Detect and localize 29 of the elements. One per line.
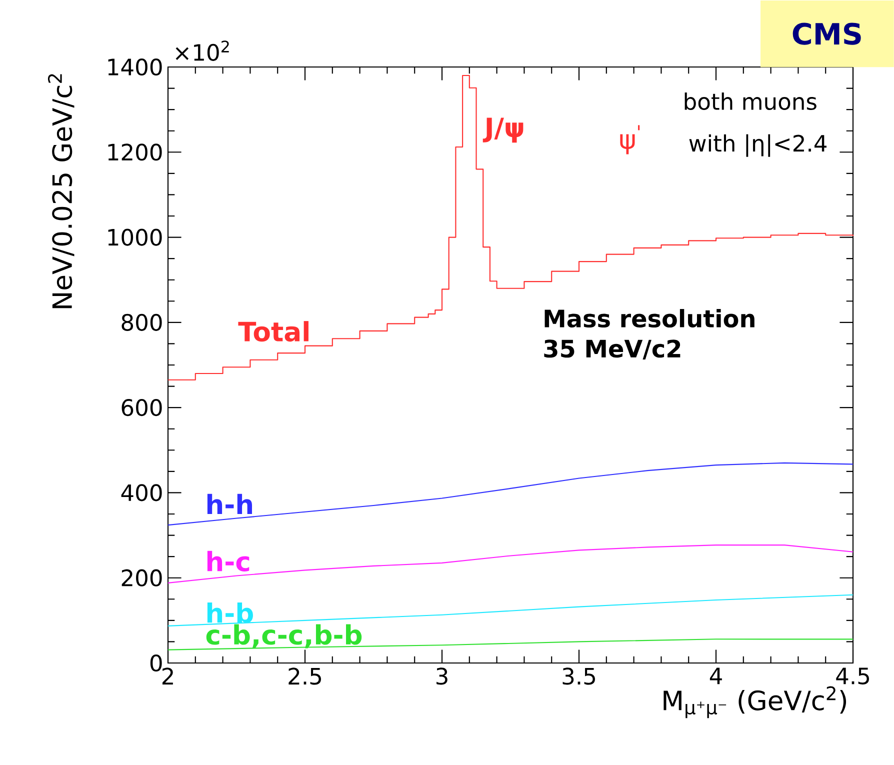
series-label: h-c [207, 550, 250, 572]
y-tick-label: 600 [122, 399, 162, 416]
x-tick-label: 4 [710, 668, 722, 684]
y-tick-label: 1200 [108, 144, 162, 161]
x-tick-label: 4.5 [836, 668, 869, 684]
y-axis-title: NeV/0.025 GeV/c$^{2}$ [48, 74, 74, 308]
annotation: ψ$^{'}$ [620, 125, 640, 154]
annotation: J/ψ [482, 118, 524, 143]
series-label: h-h [207, 494, 252, 514]
y-tick-label: 1400 [108, 58, 162, 76]
x-axis-title: M$_{μ⁺μ⁻}$ (GeV/c$^{2}$) [664, 686, 846, 718]
annotation: both muons [684, 92, 816, 110]
y-tick-label: 1000 [108, 228, 162, 246]
y-tick-label: 0 [150, 654, 162, 672]
x-tick-label: 2 [162, 668, 173, 684]
x-tick-label: 3.5 [562, 668, 595, 685]
x-tick-label: 3 [436, 668, 448, 685]
annotation: Mass resolution [544, 309, 754, 328]
y-tick-label: 400 [121, 484, 162, 502]
y-tick-label: 200 [122, 569, 162, 586]
text: CMS [792, 22, 861, 45]
series-label: c-b,c-c,b-b [206, 624, 362, 648]
y-tick-label: 800 [122, 314, 162, 331]
series-label: h-b [207, 602, 253, 624]
annotation: with |η|<2.4 [689, 134, 826, 157]
annotation: 35 MeV/c2 [544, 340, 680, 360]
x-tick-label: 2.5 [288, 668, 321, 685]
series-label: Total [238, 321, 308, 342]
text: ×10$^{2}$ [176, 40, 229, 61]
